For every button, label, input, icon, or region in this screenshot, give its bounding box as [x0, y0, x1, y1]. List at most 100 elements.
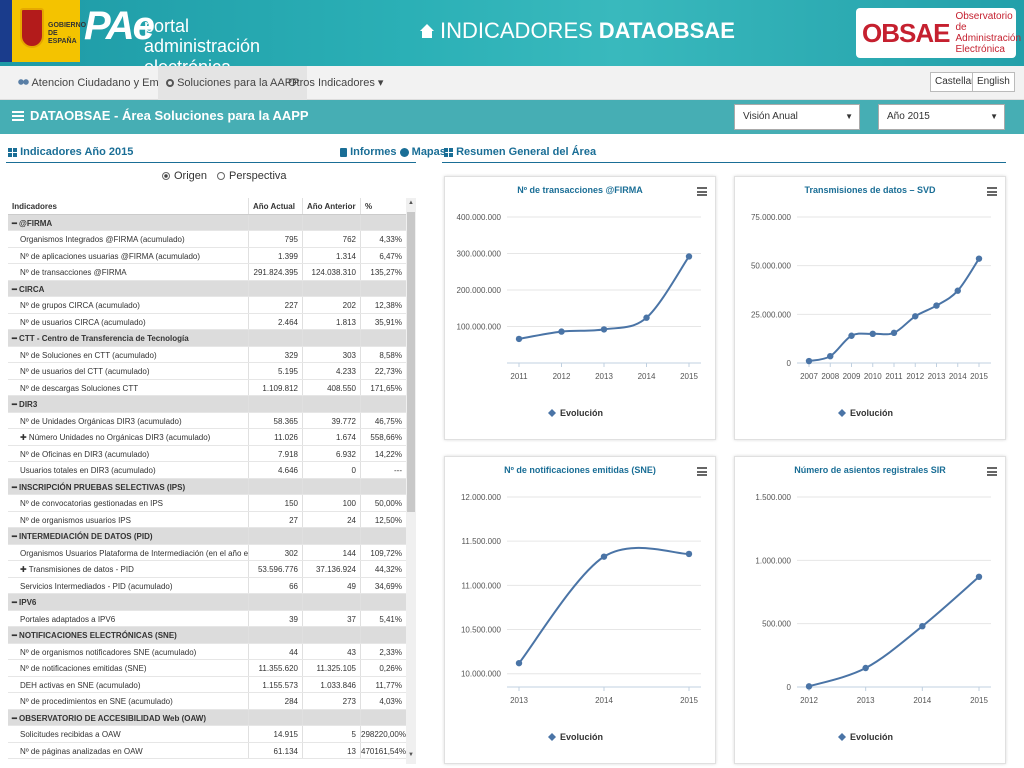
- scrollbar-thumb[interactable]: [407, 212, 415, 512]
- page-title-light: INDICADORES: [440, 18, 593, 43]
- radio-perspectiva-label: Perspectiva: [229, 170, 287, 182]
- year-select[interactable]: Año 2015 ▼: [878, 104, 1005, 130]
- table-group-row[interactable]: ━ NOTIFICACIONES ELECTRÓNICAS (SNE): [8, 627, 406, 644]
- table-group-row[interactable]: ━ DIR3: [8, 396, 406, 413]
- col-header-anterior[interactable]: Año Anterior: [302, 198, 360, 214]
- value-current: 1.109.812: [248, 379, 302, 395]
- table-row[interactable]: Nº de procedimientos en SNE (acumulado) 2…: [8, 693, 406, 710]
- table-row[interactable]: Solicitudes recibidas a OAW 14.915 5 298220…: [8, 726, 406, 743]
- pae-portal-logo[interactable]: PAe portal administración electrónica: [84, 4, 264, 77]
- scroll-down-icon[interactable]: ▼: [408, 752, 414, 758]
- table-scrollbar[interactable]: ▲ ▼: [406, 198, 416, 764]
- data-point[interactable]: [848, 332, 855, 339]
- obsae-logo[interactable]: OBSAE Observatorio de Administración Ele…: [856, 8, 1021, 58]
- data-point[interactable]: [975, 255, 983, 262]
- table-row[interactable]: Nº de aplicaciones usuarias @FIRMA (acum…: [8, 247, 406, 264]
- value-current: 795: [248, 231, 302, 247]
- value-percent: [360, 280, 406, 296]
- data-point[interactable]: [558, 328, 565, 335]
- page-title[interactable]: INDICADORES DATAOBSAE: [420, 18, 735, 44]
- data-point[interactable]: [912, 313, 919, 320]
- table-row[interactable]: Nº de grupos CIRCA (acumulado) 227 202 12,3…: [8, 297, 406, 314]
- table-row[interactable]: Nº de transacciones @FIRMA 291.824.395 124…: [8, 264, 406, 281]
- data-point[interactable]: [805, 683, 813, 690]
- data-point[interactable]: [869, 330, 876, 337]
- radio-perspectiva[interactable]: Perspectiva: [217, 170, 287, 182]
- data-point[interactable]: [643, 314, 650, 321]
- table-group-row[interactable]: ━ CTT - Centro de Transferencia de Tecno…: [8, 330, 406, 347]
- table-row[interactable]: Nº de organismos usuarios IPS 27 24 12,50%: [8, 511, 406, 528]
- value-current: 44: [248, 643, 302, 659]
- nav-item-label: Atencion Ciudadano y Empresa: [31, 77, 187, 89]
- mapas-link[interactable]: Mapas: [411, 146, 446, 158]
- col-header-percent[interactable]: %: [360, 198, 406, 214]
- data-point[interactable]: [600, 553, 608, 560]
- col-header-indicadores[interactable]: Indicadores: [12, 202, 57, 211]
- y-tick-label: 400.000.000: [457, 213, 502, 222]
- table-row[interactable]: ✚ Número Unidades no Orgánicas DIR3 (acu…: [8, 429, 406, 446]
- table-row[interactable]: Organismos Integrados @FIRMA (acumulado)…: [8, 231, 406, 248]
- radio-checked-icon: [162, 172, 170, 180]
- nav-item-atencion-ciudadano[interactable]: Atencion Ciudadano y Empresa: [10, 66, 194, 100]
- data-point[interactable]: [862, 664, 869, 672]
- chart-menu-icon[interactable]: [697, 187, 707, 196]
- data-point[interactable]: [954, 287, 961, 294]
- table-row[interactable]: Servicios Intermediados - PID (acumulado…: [8, 577, 406, 594]
- table-row[interactable]: Nº de convocatorias gestionadas en IPS 15…: [8, 495, 406, 512]
- hamburger-icon[interactable]: [12, 111, 24, 121]
- chart-legend[interactable]: Evolución: [838, 408, 893, 418]
- table-row[interactable]: Nº de Unidades Orgánicas DIR3 (acumulado…: [8, 412, 406, 429]
- table-row[interactable]: Nº de usuarios CIRCA (acumulado) 2.464 1.8…: [8, 313, 406, 330]
- radio-origen[interactable]: Origen: [162, 170, 207, 182]
- col-header-actual[interactable]: Año Actual: [248, 198, 302, 214]
- table-row[interactable]: Nº de descargas Soluciones CTT 1.109.812 4…: [8, 379, 406, 396]
- data-point[interactable]: [685, 550, 693, 558]
- scroll-up-icon[interactable]: ▲: [408, 200, 414, 206]
- table-row[interactable]: Nº de Soluciones en CTT (acumulado) 329 30…: [8, 346, 406, 363]
- table-row[interactable]: Portales adaptados a IPV6 39 37 5,41%: [8, 610, 406, 627]
- x-tick-label: 2014: [638, 372, 656, 381]
- table-row[interactable]: Nº de organismos notificadores SNE (acum…: [8, 643, 406, 660]
- table-row[interactable]: Nº de notificaciones emitidas (SNE) 11.35…: [8, 660, 406, 677]
- data-point[interactable]: [827, 352, 834, 360]
- indicators-panel-title: Indicadores Año 2015: [8, 146, 133, 158]
- chart-legend[interactable]: Evolución: [838, 732, 893, 742]
- chart-menu-icon[interactable]: [987, 467, 997, 476]
- chart-legend[interactable]: Evolución: [548, 732, 603, 742]
- chart-legend[interactable]: Evolución: [548, 408, 603, 418]
- data-point[interactable]: [515, 659, 523, 667]
- data-point[interactable]: [975, 573, 983, 580]
- nav-item-otros-indicadores[interactable]: Otros Indicadores ▾: [280, 66, 391, 100]
- table-group-row[interactable]: ━ CIRCA: [8, 280, 406, 297]
- chart-menu-icon[interactable]: [697, 467, 707, 476]
- data-point[interactable]: [933, 302, 940, 309]
- x-tick-label: 2012: [906, 372, 924, 381]
- table-group-row[interactable]: ━ @FIRMA: [8, 214, 406, 231]
- data-point[interactable]: [515, 335, 523, 343]
- value-current: 61.134: [248, 742, 302, 758]
- x-tick-label: 2014: [595, 696, 613, 705]
- table-row[interactable]: Nº de usuarios del CTT (acumulado) 5.195 4…: [8, 363, 406, 380]
- informes-link[interactable]: Informes: [350, 146, 397, 158]
- table-group-row[interactable]: ━ INTERMEDIACIÓN DE DATOS (PID): [8, 528, 406, 545]
- table-row[interactable]: Nº de páginas analizadas en OAW 61.134 13 4…: [8, 742, 406, 759]
- data-point[interactable]: [890, 329, 898, 337]
- data-point[interactable]: [805, 357, 813, 365]
- data-point[interactable]: [919, 623, 926, 630]
- radio-unchecked-icon: [217, 172, 226, 180]
- table-row[interactable]: Nº de Oficinas en DIR3 (acumulado) 7.918 6…: [8, 445, 406, 462]
- table-row[interactable]: ✚ Transmisiones de datos - PID 53.596.776…: [8, 561, 406, 578]
- lang-english-button[interactable]: English: [972, 72, 1015, 92]
- nav-item-soluciones-aapp[interactable]: Soluciones para la AAPP: [158, 66, 308, 100]
- table-row[interactable]: Organismos Usuarios Plataforma de Interm…: [8, 544, 406, 561]
- spain-government-logo[interactable]: GOBIERNO DE ESPAÑA: [0, 0, 86, 62]
- chart-menu-icon[interactable]: [987, 187, 997, 196]
- view-select[interactable]: Visión Anual ▼: [734, 104, 860, 130]
- table-group-row[interactable]: ━ IPV6: [8, 594, 406, 611]
- table-row[interactable]: Usuarios totales en DIR3 (acumulado) 4.64…: [8, 462, 406, 479]
- data-point[interactable]: [685, 253, 693, 260]
- table-group-row[interactable]: ━ OBSERVATORIO DE ACCESIBILIDAD Web (OAW…: [8, 709, 406, 726]
- table-group-row[interactable]: ━ INSCRIPCIÓN PRUEBAS SELECTIVAS (IPS): [8, 478, 406, 495]
- table-row[interactable]: DEH activas en SNE (acumulado) 1.155.573 1…: [8, 676, 406, 693]
- data-point[interactable]: [600, 326, 608, 333]
